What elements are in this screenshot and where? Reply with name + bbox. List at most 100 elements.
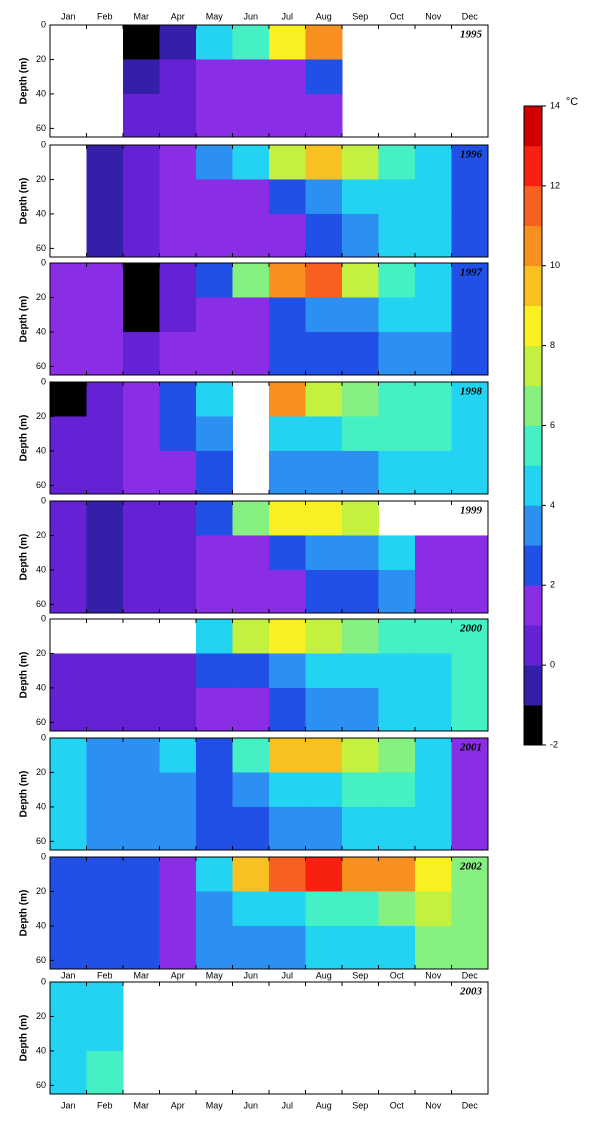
heat-cell bbox=[415, 925, 452, 970]
heat-cell bbox=[196, 925, 233, 970]
y-tick-label: 20 bbox=[36, 530, 46, 540]
heat-cell bbox=[305, 687, 343, 732]
y-tick-label: 20 bbox=[36, 174, 46, 184]
heat-cell bbox=[342, 382, 379, 417]
colorbar-swatch bbox=[524, 665, 542, 706]
heat-cell bbox=[123, 569, 160, 614]
heat-cell bbox=[123, 653, 160, 689]
year-label: 1997 bbox=[460, 267, 483, 279]
y-axis-label: Depth (m) bbox=[19, 58, 30, 105]
y-tick-label: 0 bbox=[41, 495, 46, 505]
heat-cell bbox=[451, 416, 489, 452]
heat-cell bbox=[342, 891, 379, 927]
y-tick-label: 40 bbox=[36, 88, 46, 98]
heat-cell bbox=[123, 687, 160, 732]
heat-cell bbox=[232, 25, 270, 60]
heat-cell bbox=[123, 857, 160, 892]
heat-cell bbox=[232, 569, 270, 614]
heat-cell bbox=[50, 297, 87, 333]
colorbar-tick-label: 12 bbox=[550, 180, 560, 190]
heat-cell bbox=[86, 145, 124, 180]
heat-cell bbox=[378, 653, 416, 689]
heat-cell bbox=[196, 179, 233, 215]
month-label: Aug bbox=[316, 1100, 332, 1110]
month-label: Jan bbox=[61, 11, 76, 21]
colorbar-label: °C bbox=[566, 96, 578, 108]
heat-cell bbox=[86, 297, 124, 333]
heat-cell bbox=[232, 145, 270, 180]
y-axis-label: Depth (m) bbox=[19, 296, 30, 343]
y-tick-label: 60 bbox=[36, 599, 46, 609]
heat-cell bbox=[451, 331, 489, 376]
heat-cell bbox=[50, 501, 87, 536]
heat-cell bbox=[451, 891, 489, 927]
heat-cell bbox=[415, 450, 452, 495]
heat-cell bbox=[342, 450, 379, 495]
heat-cell bbox=[50, 1016, 87, 1052]
y-tick-label: 0 bbox=[41, 139, 46, 149]
heat-cell bbox=[123, 145, 160, 180]
heat-cell bbox=[86, 535, 124, 571]
heat-cell bbox=[305, 450, 343, 495]
colorbar-tick-label: 10 bbox=[550, 260, 560, 270]
heat-cell bbox=[159, 569, 197, 614]
heat-cell bbox=[123, 331, 160, 376]
heat-cell bbox=[86, 925, 124, 970]
heat-cell bbox=[232, 59, 270, 95]
y-tick-label: 0 bbox=[41, 613, 46, 623]
heat-cell bbox=[159, 213, 197, 258]
heat-cell bbox=[50, 1050, 87, 1095]
heat-cell bbox=[305, 297, 343, 333]
heat-cell bbox=[451, 687, 489, 732]
heat-cell bbox=[305, 569, 343, 614]
y-tick-label: 40 bbox=[36, 801, 46, 811]
heat-cell bbox=[232, 772, 270, 808]
heat-cell bbox=[50, 925, 87, 970]
heat-cell bbox=[123, 263, 160, 298]
heat-cell bbox=[305, 857, 343, 892]
heat-cell bbox=[123, 535, 160, 571]
colorbar-swatch bbox=[524, 465, 542, 506]
y-tick-label: 20 bbox=[36, 1011, 46, 1021]
year-label: 1995 bbox=[460, 29, 483, 41]
heat-cell bbox=[269, 653, 306, 689]
heat-cell bbox=[342, 501, 379, 536]
month-label: Jun bbox=[243, 970, 258, 980]
heat-cell bbox=[232, 331, 270, 376]
heat-cell bbox=[196, 891, 233, 927]
heat-cell bbox=[342, 687, 379, 732]
colorbar-swatch bbox=[524, 305, 542, 346]
heat-cell bbox=[159, 382, 197, 417]
heat-cell bbox=[123, 179, 160, 215]
heat-cell bbox=[50, 535, 87, 571]
y-tick-label: 40 bbox=[36, 326, 46, 336]
heat-cell bbox=[269, 619, 306, 654]
y-axis-label: Depth (m) bbox=[19, 178, 30, 225]
month-label: May bbox=[206, 1100, 224, 1110]
year-label: 2000 bbox=[459, 623, 483, 635]
colorbar-swatch bbox=[524, 185, 542, 227]
heat-cell bbox=[86, 772, 124, 808]
month-label: Nov bbox=[425, 11, 442, 21]
year-label: 1998 bbox=[460, 386, 483, 398]
heat-cell bbox=[269, 925, 306, 970]
month-label: Oct bbox=[390, 970, 405, 980]
heat-cell bbox=[378, 416, 416, 452]
heat-cell bbox=[269, 145, 306, 180]
y-tick-label: 0 bbox=[41, 851, 46, 861]
heat-cell bbox=[159, 891, 197, 927]
heat-cell bbox=[159, 297, 197, 333]
heat-cell bbox=[415, 687, 452, 732]
heat-cell bbox=[86, 331, 124, 376]
colorbar-tick-label: -2 bbox=[550, 739, 558, 749]
y-tick-label: 0 bbox=[41, 19, 46, 29]
heat-cell bbox=[86, 450, 124, 495]
month-label: Mar bbox=[134, 970, 150, 980]
heat-cell bbox=[342, 925, 379, 970]
heat-cell bbox=[415, 416, 452, 452]
heat-cell bbox=[269, 569, 306, 614]
heat-cell bbox=[232, 535, 270, 571]
heat-cell bbox=[269, 772, 306, 808]
heat-cell bbox=[305, 738, 343, 773]
month-label: Dec bbox=[462, 1100, 479, 1110]
